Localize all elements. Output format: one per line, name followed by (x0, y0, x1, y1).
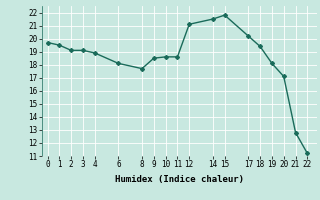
X-axis label: Humidex (Indice chaleur): Humidex (Indice chaleur) (115, 175, 244, 184)
